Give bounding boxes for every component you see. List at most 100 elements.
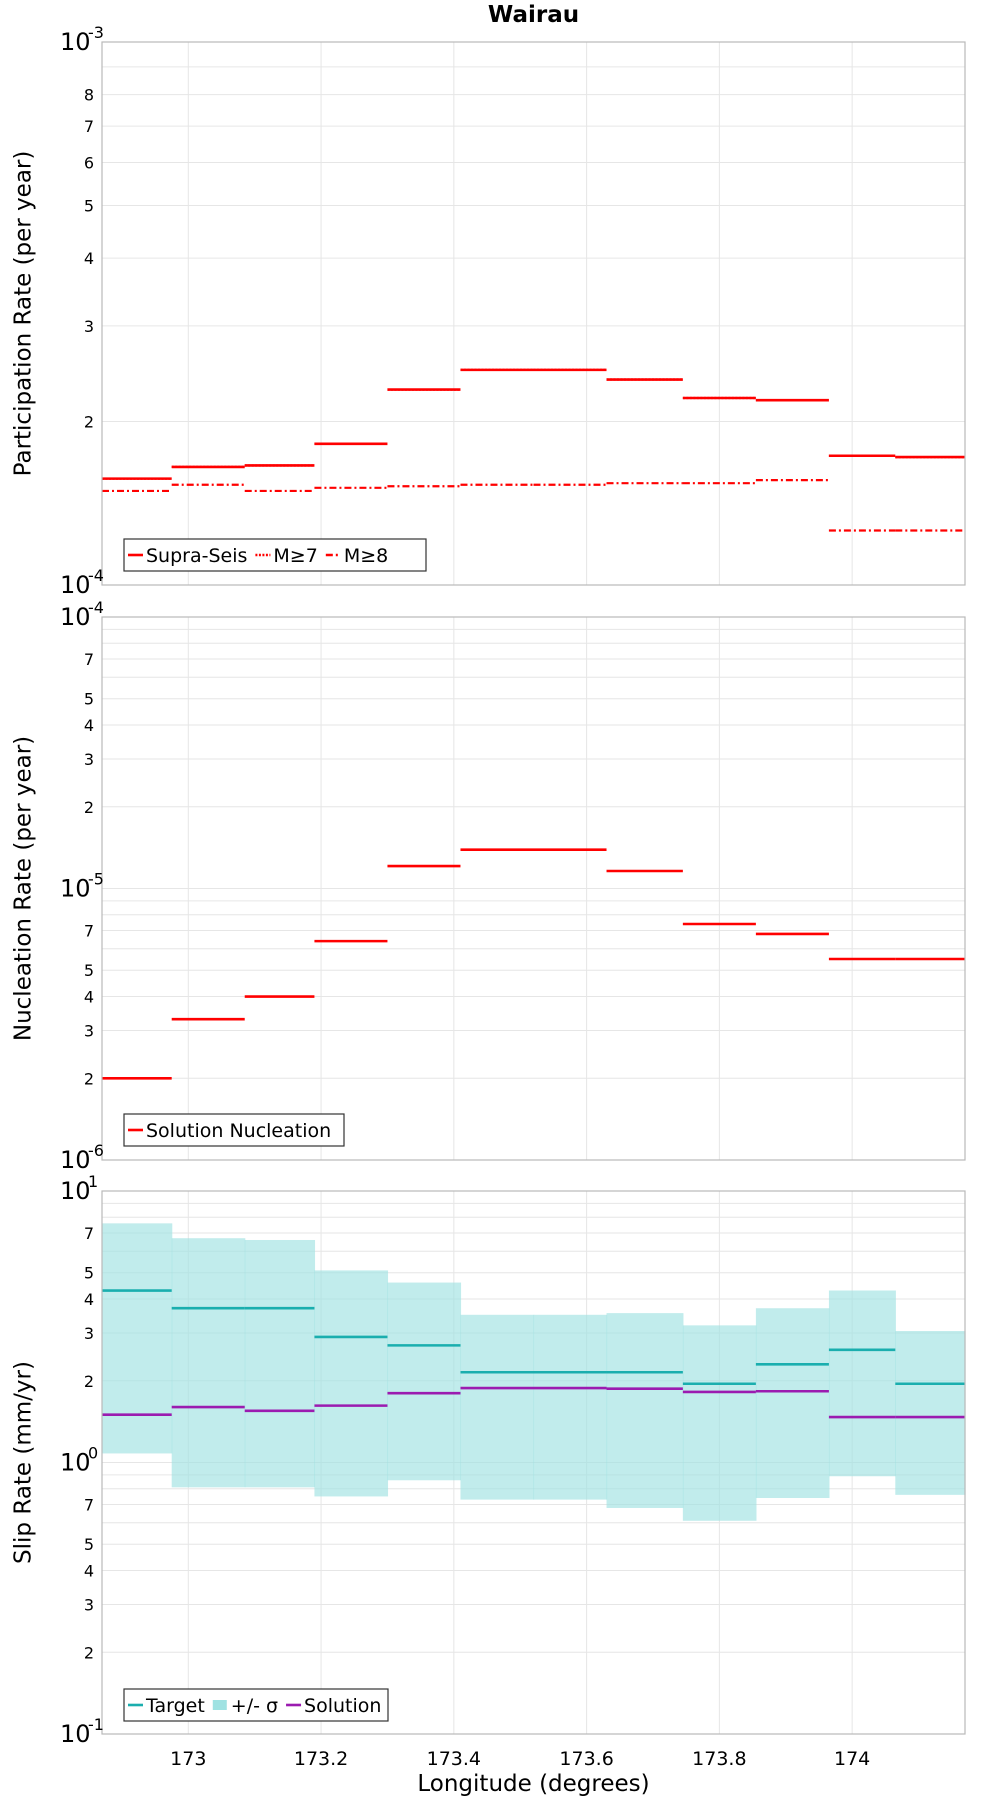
y-tick-label: 7	[84, 650, 94, 669]
series-m-8	[102, 479, 965, 532]
legend-label: +/- σ	[231, 1695, 278, 1717]
y-tick-base: 10	[60, 28, 91, 56]
legend-box	[123, 1113, 345, 1147]
y-tick-label: 5	[84, 961, 94, 980]
y-tick-decade: 10-6	[60, 1141, 104, 1174]
legend-item: +/- σ	[212, 1695, 278, 1717]
series-solution-nucleation	[102, 848, 965, 1080]
legend-label: M≥8	[344, 545, 388, 567]
band-segment	[171, 1238, 246, 1488]
y-tick-label: 7	[84, 922, 94, 941]
series-solution	[102, 1386, 965, 1419]
legend-label: Solution Nucleation	[146, 1120, 331, 1142]
y-tick-label: 5	[84, 196, 94, 215]
legend-item: M≥8	[325, 545, 388, 567]
y-tick-exponent: 0	[88, 1444, 98, 1463]
legend-item: Solution	[286, 1695, 381, 1717]
x-tick-label: 173.4	[427, 1748, 481, 1770]
grid	[102, 42, 965, 586]
y-tick-label: 7	[84, 1224, 94, 1243]
band-segment	[533, 1314, 608, 1500]
legend-label: Target	[145, 1695, 205, 1717]
legend-box	[123, 1688, 389, 1722]
y-tick-label: 3	[84, 1595, 94, 1614]
y-tick-label: 5	[84, 1535, 94, 1554]
y-tick-label: 5	[84, 690, 94, 709]
y-tick-label: 3	[84, 750, 94, 769]
y-tick-label: 3	[84, 1324, 94, 1343]
plot-frame	[101, 1190, 966, 1735]
y-axis-label: Participation Rate (per year)	[11, 151, 37, 477]
y-tick-label: 2	[84, 1643, 94, 1662]
y-tick-decade: 10-4	[60, 598, 104, 631]
grid	[102, 617, 965, 1161]
y-tick-label: 2	[84, 798, 94, 817]
y-tick-decade: 10-5	[60, 870, 104, 903]
y-tick-exponent: -5	[88, 870, 104, 889]
legend: Supra-Seis M≥7 M≥8	[123, 538, 427, 572]
y-tick-label: 4	[84, 988, 94, 1007]
y-tick-label: 4	[84, 1290, 94, 1309]
plot-frame	[101, 616, 966, 1161]
band-segment	[387, 1282, 462, 1481]
y-axis-label: Slip Rate (mm/yr)	[11, 1361, 37, 1564]
y-tick-exponent: -3	[88, 23, 104, 42]
y-tick-exponent: -4	[88, 598, 104, 617]
legend-swatch	[212, 1700, 227, 1710]
y-axis-label: Nucleation Rate (per year)	[11, 736, 37, 1041]
series-m-7	[102, 368, 965, 480]
y-tick-base: 10	[60, 1177, 91, 1205]
y-tick-label: 7	[84, 117, 94, 136]
y-tick-decade: 10-1	[60, 1715, 104, 1748]
band-segment	[460, 1314, 535, 1500]
legend-item: M≥7	[255, 545, 318, 567]
y-tick-label: 3	[84, 1021, 94, 1040]
legend-item: Supra-Seis	[128, 545, 247, 567]
plot-frame	[101, 41, 966, 586]
x-tick-label: 173.2	[294, 1748, 348, 1770]
band-segment	[606, 1313, 684, 1508]
y-tick-base: 10	[60, 875, 91, 903]
legend: Target +/- σ Solution	[123, 1688, 389, 1722]
x-tick-label: 173	[170, 1748, 206, 1770]
y-tick-exponent: 1	[88, 1172, 98, 1191]
y-tick-exponent: -4	[88, 566, 104, 585]
x-axis-label: Longitude (degrees)	[417, 1771, 649, 1797]
y-tick-label: 3	[84, 317, 94, 336]
uncertainty-band	[102, 1223, 966, 1521]
y-tick-label: 4	[84, 1562, 94, 1581]
legend-label: Solution	[304, 1695, 381, 1717]
y-tick-base: 10	[60, 1146, 91, 1174]
legend: Solution Nucleation	[123, 1113, 345, 1147]
band-segment	[755, 1308, 830, 1499]
y-tick-base: 10	[60, 1720, 91, 1748]
y-tick-label: 7	[84, 1496, 94, 1515]
y-tick-label: 4	[84, 249, 94, 268]
y-tick-label: 2	[84, 413, 94, 432]
y-tick-label: 2	[84, 1069, 94, 1088]
y-tick-base: 10	[60, 571, 91, 599]
y-tick-decade: 10-4	[60, 566, 104, 599]
band-segment	[895, 1331, 966, 1495]
y-tick-label: 5	[84, 1264, 94, 1283]
band-segment	[314, 1270, 389, 1497]
y-tick-exponent: -6	[88, 1141, 104, 1160]
y-tick-label: 2	[84, 1372, 94, 1391]
x-tick-label: 173.8	[692, 1748, 746, 1770]
y-tick-label: 4	[84, 716, 94, 735]
series-target	[102, 1289, 965, 1386]
plot-area	[102, 42, 965, 585]
band-segment	[244, 1239, 316, 1488]
y-tick-decade: 101	[60, 1172, 98, 1205]
legend-label: M≥7	[273, 545, 317, 567]
y-tick-decade: 10-3	[60, 23, 104, 56]
legend-item: Solution Nucleation	[128, 1120, 331, 1142]
x-tick-label: 173.6	[559, 1748, 613, 1770]
band-segment	[828, 1290, 896, 1477]
band-segment	[682, 1325, 757, 1521]
chart-title: Wairau	[488, 2, 579, 28]
